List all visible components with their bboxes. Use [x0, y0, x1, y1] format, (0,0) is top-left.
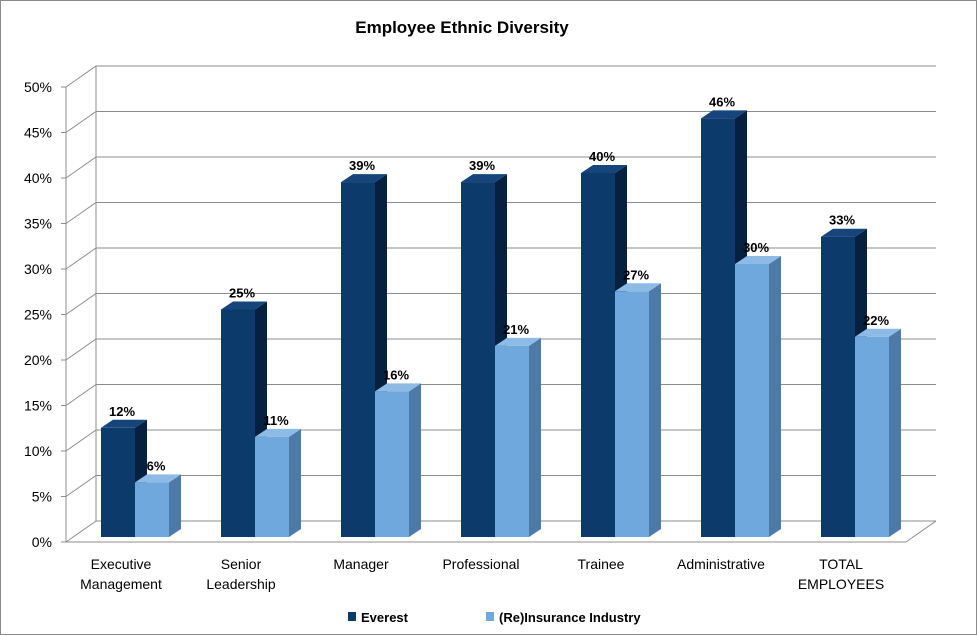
bar-everest: [701, 118, 735, 538]
data-label: 30%: [743, 240, 769, 255]
data-label: 16%: [383, 367, 409, 382]
data-label: 46%: [709, 94, 735, 109]
bar-top-industry: [375, 383, 421, 392]
bar-side-industry: [529, 337, 541, 537]
bar-side-industry: [169, 474, 181, 537]
x-category-label: Management: [80, 576, 162, 592]
bar-top-everest: [821, 228, 867, 237]
bar-industry: [375, 391, 409, 537]
data-label: 22%: [863, 313, 889, 328]
bar-industry: [255, 436, 289, 537]
data-label: 40%: [589, 149, 615, 164]
x-category-label: Administrative: [677, 556, 765, 572]
chart-title: Employee Ethnic Diversity: [355, 18, 569, 37]
y-tick-label: 35%: [24, 216, 52, 232]
data-label: 6%: [147, 458, 166, 473]
bar-everest: [461, 182, 495, 537]
bar-side-industry: [889, 328, 901, 537]
bar-side-industry: [769, 256, 781, 537]
bar-top-industry: [615, 283, 661, 292]
bar-top-industry: [495, 337, 541, 346]
bar-top-everest: [341, 174, 387, 183]
x-category-label: Executive: [91, 556, 152, 572]
gridline: [65, 111, 936, 133]
x-category-label: Professional: [442, 556, 519, 572]
bar-top-everest: [101, 419, 147, 428]
x-category-label: Senior: [221, 556, 262, 572]
y-tick-label: 25%: [24, 307, 52, 323]
data-label: 25%: [229, 286, 255, 301]
data-label: 11%: [263, 413, 289, 428]
bar-industry: [735, 264, 769, 537]
data-label: 21%: [503, 322, 529, 337]
y-tick-label: 30%: [24, 261, 52, 277]
data-label: 27%: [623, 267, 649, 282]
y-tick-label: 15%: [24, 398, 52, 414]
y-tick-label: 45%: [24, 125, 52, 141]
bar-side-industry: [409, 383, 421, 537]
bar-industry: [495, 345, 529, 537]
data-label: 12%: [109, 404, 135, 419]
bar-everest: [581, 173, 615, 537]
bar-top-industry: [255, 428, 301, 437]
x-category-label: EMPLOYEES: [798, 576, 884, 592]
y-tick-label: 0%: [32, 534, 52, 550]
x-category-label: Manager: [333, 556, 389, 572]
legend-label-everest: Everest: [361, 610, 409, 625]
bar-everest: [221, 309, 255, 537]
data-label: 33%: [829, 213, 855, 228]
bar-top-industry: [855, 328, 901, 337]
x-axis-floor-right: [905, 520, 937, 543]
bar-top-everest: [461, 174, 507, 183]
legend-label-industry: (Re)Insurance Industry: [499, 610, 641, 625]
bar-top-everest: [581, 165, 627, 173]
bar-everest: [821, 236, 855, 537]
y-tick-label: 40%: [24, 170, 52, 186]
gridline: [65, 247, 936, 270]
y-tick-label: 5%: [32, 489, 52, 505]
gridline: [65, 202, 936, 224]
gridline: [65, 156, 936, 179]
gridline: [65, 65, 936, 88]
bar-industry: [615, 291, 649, 537]
bar-side-industry: [649, 283, 661, 537]
bar-industry: [135, 482, 169, 537]
y-tick-label: 20%: [24, 352, 52, 368]
y-tick-label: 50%: [24, 79, 52, 95]
bar-top-everest: [701, 110, 747, 119]
bar-everest: [101, 427, 135, 537]
bar-side-industry: [289, 428, 301, 537]
data-label: 39%: [469, 158, 495, 173]
bar-everest: [341, 182, 375, 537]
x-category-label: Leadership: [206, 576, 275, 592]
bar-top-industry: [735, 256, 781, 264]
data-label: 39%: [349, 158, 375, 173]
bar-industry: [855, 336, 889, 537]
bar-top-industry: [135, 474, 181, 483]
y-tick-label: 10%: [24, 443, 52, 459]
bar-top-everest: [221, 301, 267, 310]
x-category-label: Trainee: [578, 556, 625, 572]
x-category-label: TOTAL: [819, 556, 863, 572]
legend-swatch-industry: [486, 612, 494, 621]
legend-swatch-everest: [348, 612, 356, 621]
